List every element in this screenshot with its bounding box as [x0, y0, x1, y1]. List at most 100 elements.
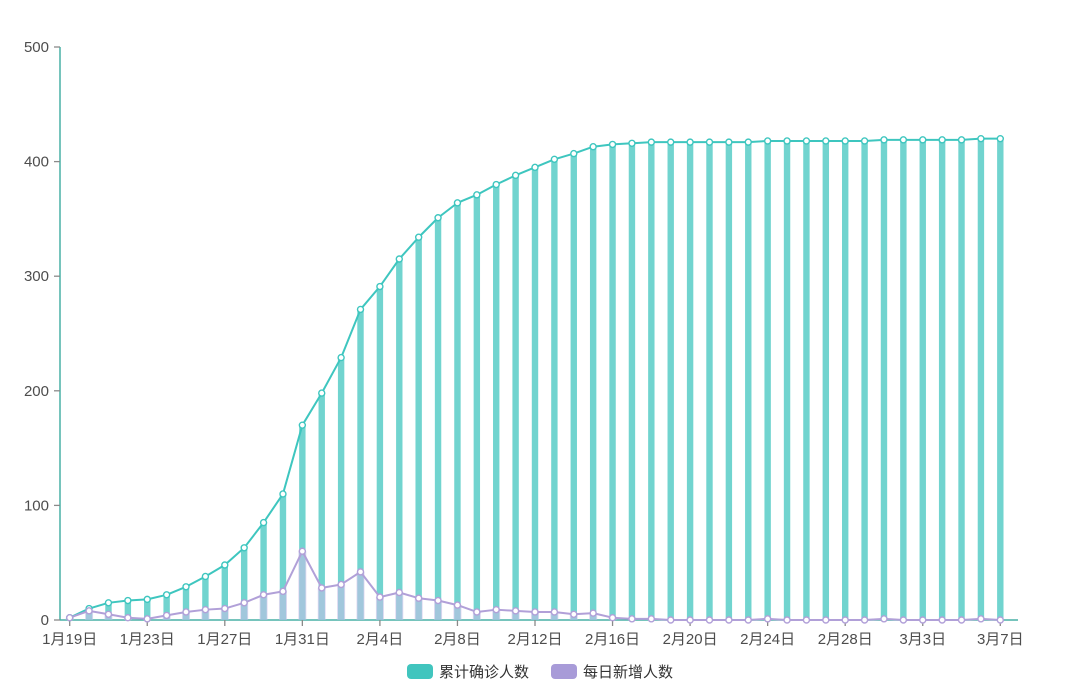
- cumulative-point[interactable]: [279, 490, 287, 498]
- daily-new-point[interactable]: [279, 587, 287, 596]
- cumulative-bar[interactable]: [764, 140, 771, 621]
- cumulative-bar[interactable]: [648, 142, 655, 621]
- daily-new-bar[interactable]: [550, 611, 559, 620]
- cumulative-point[interactable]: [492, 180, 500, 189]
- daily-new-point[interactable]: [938, 616, 946, 624]
- daily-new-point[interactable]: [705, 616, 714, 624]
- cumulative-point[interactable]: [725, 138, 733, 146]
- daily-new-point[interactable]: [104, 610, 113, 618]
- daily-new-point[interactable]: [531, 608, 539, 616]
- cumulative-bars[interactable]: [66, 138, 1004, 621]
- cumulative-bar[interactable]: [938, 139, 946, 621]
- cumulative-point[interactable]: [511, 171, 520, 180]
- daily-new-point[interactable]: [589, 609, 597, 617]
- cumulative-point[interactable]: [337, 353, 345, 362]
- daily-new-point[interactable]: [143, 615, 151, 623]
- cumulative-bar[interactable]: [124, 600, 132, 620]
- cumulative-bar[interactable]: [570, 153, 577, 620]
- cumulative-point[interactable]: [608, 140, 617, 149]
- cumulative-bar[interactable]: [202, 576, 209, 620]
- daily-new-point[interactable]: [957, 616, 966, 624]
- daily-new-point[interactable]: [221, 604, 229, 613]
- daily-new-point[interactable]: [395, 588, 403, 597]
- cumulative-bar[interactable]: [240, 547, 248, 620]
- cumulative-point[interactable]: [919, 136, 927, 144]
- daily-new-point[interactable]: [860, 616, 869, 624]
- daily-new-point[interactable]: [182, 608, 190, 616]
- cumulative-point[interactable]: [414, 233, 423, 241]
- cumulative-bar[interactable]: [609, 144, 616, 620]
- cumulative-bar[interactable]: [686, 142, 694, 621]
- cumulative-bar[interactable]: [919, 139, 926, 621]
- cumulative-point[interactable]: [356, 305, 365, 314]
- cumulative-point[interactable]: [221, 561, 229, 569]
- daily-new-point[interactable]: [919, 616, 927, 624]
- cumulative-bar[interactable]: [977, 138, 985, 620]
- cumulative-bar[interactable]: [454, 202, 461, 620]
- cumulative-bar[interactable]: [997, 138, 1004, 620]
- daily-new-point[interactable]: [85, 607, 93, 615]
- cumulative-bar[interactable]: [822, 140, 830, 621]
- cumulative-point[interactable]: [667, 138, 675, 146]
- daily-new-bar[interactable]: [453, 605, 462, 620]
- daily-new-point[interactable]: [492, 605, 500, 614]
- daily-new-bar[interactable]: [472, 611, 481, 620]
- legend-item-cumulative[interactable]: 累计确诊人数: [406, 661, 529, 682]
- daily-new-point[interactable]: [453, 601, 462, 609]
- cumulative-point[interactable]: [162, 591, 171, 599]
- cumulative-point[interactable]: [938, 136, 946, 144]
- daily-new-point[interactable]: [822, 616, 830, 624]
- cumulative-point[interactable]: [628, 139, 636, 147]
- daily-new-point[interactable]: [977, 615, 985, 623]
- daily-new-bar[interactable]: [375, 597, 384, 620]
- cumulative-bar[interactable]: [299, 425, 306, 620]
- cumulative-point[interactable]: [259, 518, 268, 527]
- daily-new-point[interactable]: [725, 616, 733, 624]
- cumulative-point[interactable]: [899, 136, 908, 144]
- daily-new-point[interactable]: [511, 607, 520, 615]
- cumulative-bar[interactable]: [357, 309, 364, 620]
- daily-new-point[interactable]: [162, 611, 171, 620]
- daily-new-point[interactable]: [473, 608, 481, 616]
- daily-new-point[interactable]: [298, 547, 307, 555]
- cumulative-point[interactable]: [124, 596, 132, 605]
- cumulative-bar[interactable]: [803, 140, 810, 621]
- daily-new-bar[interactable]: [414, 598, 423, 620]
- cumulative-point[interactable]: [841, 137, 849, 145]
- daily-new-bar[interactable]: [395, 592, 404, 620]
- daily-new-point[interactable]: [201, 605, 210, 614]
- cumulative-point[interactable]: [453, 199, 462, 207]
- cumulative-point[interactable]: [860, 137, 869, 145]
- daily-new-point[interactable]: [783, 616, 791, 624]
- daily-new-bar[interactable]: [492, 609, 501, 620]
- cumulative-point[interactable]: [376, 282, 384, 291]
- cumulative-bar[interactable]: [551, 159, 558, 621]
- daily-new-bar[interactable]: [240, 602, 249, 620]
- cumulative-bar[interactable]: [745, 142, 752, 621]
- cumulative-point[interactable]: [783, 137, 791, 145]
- daily-new-bar[interactable]: [434, 600, 443, 620]
- daily-new-point[interactable]: [996, 616, 1005, 624]
- daily-new-point[interactable]: [65, 614, 74, 622]
- cumulative-bar[interactable]: [783, 140, 791, 621]
- cumulative-bar[interactable]: [279, 493, 287, 620]
- cumulative-point[interactable]: [143, 595, 151, 604]
- daily-new-bars[interactable]: [65, 551, 985, 620]
- daily-new-point[interactable]: [744, 616, 752, 624]
- cumulative-bar[interactable]: [182, 586, 190, 620]
- daily-new-point[interactable]: [802, 616, 811, 624]
- daily-new-point[interactable]: [124, 614, 132, 622]
- daily-new-point[interactable]: [899, 616, 908, 624]
- daily-new-bar[interactable]: [511, 610, 520, 620]
- cumulative-point[interactable]: [395, 255, 403, 263]
- daily-new-bar[interactable]: [298, 551, 307, 620]
- cumulative-bar[interactable]: [396, 259, 403, 620]
- cumulative-bar[interactable]: [667, 142, 674, 621]
- daily-new-point[interactable]: [880, 615, 888, 623]
- cumulative-point[interactable]: [298, 421, 307, 429]
- daily-new-bar[interactable]: [356, 571, 365, 620]
- daily-new-point[interactable]: [356, 568, 365, 576]
- cumulative-bar[interactable]: [958, 139, 965, 621]
- cumulative-bar[interactable]: [880, 139, 888, 621]
- daily-new-point[interactable]: [434, 596, 442, 605]
